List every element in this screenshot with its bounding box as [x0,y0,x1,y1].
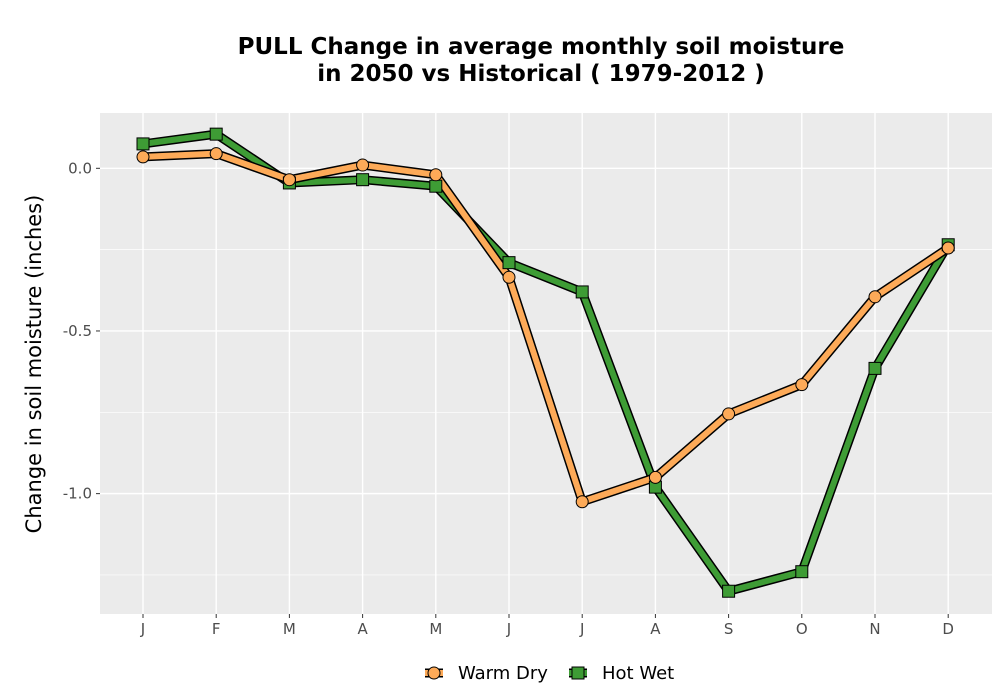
x-tick-label: J [140,620,145,638]
data-point-hot-wet [502,256,516,270]
x-tick-label: J [506,620,511,638]
x-tick-label: M [283,620,296,638]
data-point-hot-wet [136,137,150,151]
x-tick-label: S [724,620,734,638]
y-tick-label: 0.0 [68,159,92,177]
data-point-hot-wet [868,361,882,375]
data-point-warm-dry [502,270,516,284]
x-tick-label: A [650,620,661,638]
data-point-warm-dry [575,495,589,509]
legend-label-hot-wet: Hot Wet [602,663,674,684]
chart-title-line2: in 2050 vs Historical ( 1979-2012 ) [317,61,764,87]
x-tick-label: D [942,620,954,638]
x-tick-label: M [429,620,442,638]
x-tick-label: F [212,620,221,638]
series-line-warm-dry [140,150,952,505]
data-point-hot-wet [795,565,809,579]
legend: Warm Dry Hot Wet [425,663,674,684]
data-point-warm-dry [282,173,296,187]
data-point-warm-dry [136,150,150,164]
data-point-warm-dry [868,290,882,304]
data-point-hot-wet [356,173,370,187]
data-point-warm-dry [941,241,955,255]
x-tick-label: J [579,620,584,638]
data-point-warm-dry [209,147,223,161]
data-point-warm-dry [356,158,370,172]
series-layer [136,127,955,598]
x-tick-label: A [357,620,368,638]
x-tick-label: N [869,620,880,638]
data-point-hot-wet [722,584,736,598]
data-point-warm-dry [648,470,662,484]
chart-title-line1: PULL Change in average monthly soil mois… [238,34,845,60]
y-axis-label: Change in soil moisture (inches) [22,195,46,534]
data-point-hot-wet [575,285,589,299]
data-point-hot-wet [429,179,443,193]
data-point-warm-dry [722,407,736,421]
data-point-hot-wet [209,127,223,141]
x-tick-label: O [796,620,808,638]
data-point-warm-dry [429,168,443,182]
legend-label-warm-dry: Warm Dry [458,663,548,684]
y-axis: 0.0 -0.5 -1.0 [63,159,100,503]
legend-key-marker-warm-dry [427,666,441,680]
y-tick-label: -1.0 [63,485,92,503]
legend-key-marker-hot-wet [571,666,585,680]
plot-panel [100,113,992,614]
data-point-warm-dry [795,378,809,392]
y-tick-label: -0.5 [63,322,92,340]
